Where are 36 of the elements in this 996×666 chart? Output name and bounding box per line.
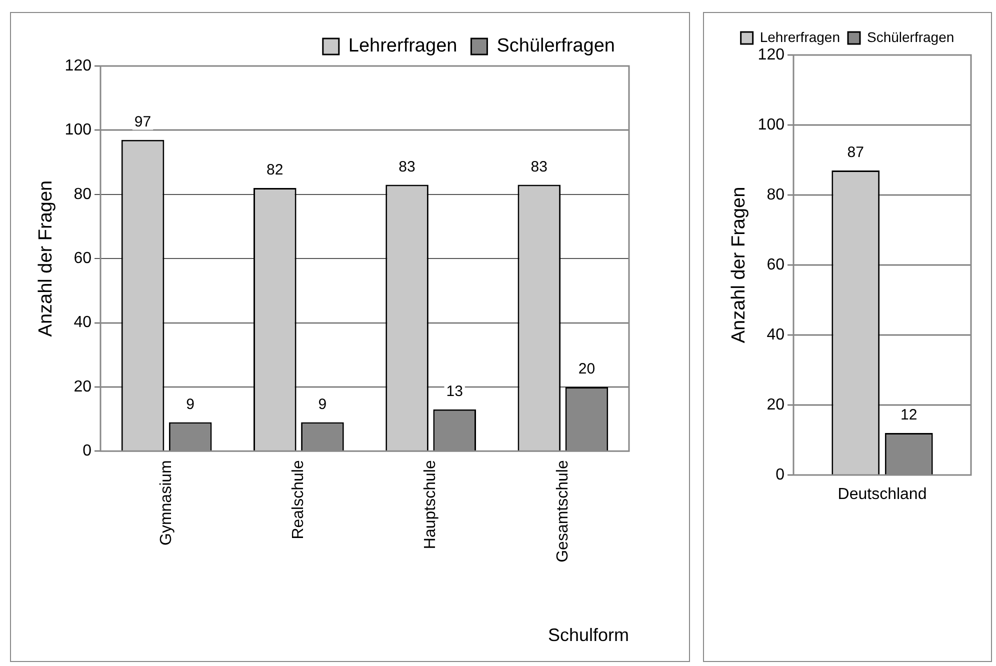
legend-label: Schülerfragen	[496, 36, 615, 57]
y-tick-label: 0	[776, 466, 785, 484]
data-label: 82	[266, 162, 284, 179]
data-label: 83	[530, 158, 548, 176]
y-axis-title: Anzahl der Fragen	[728, 186, 750, 344]
y-tick-label: 60	[74, 250, 92, 267]
x-tick-label: Deutschland	[838, 486, 927, 503]
y-tick-label: 120	[64, 57, 92, 74]
data-label: 13	[446, 383, 463, 400]
y-tick-label: 80	[74, 186, 92, 203]
y-tick-label: 20	[766, 396, 785, 414]
y-tick-label: 100	[758, 116, 785, 134]
legend-label: Lehrerfragen	[760, 28, 840, 45]
data-label: 9	[318, 396, 327, 413]
legend-label: Schülerfragen	[867, 28, 954, 45]
y-tick-label: 60	[766, 256, 785, 274]
x-tick-label: Hauptschule	[422, 460, 440, 550]
data-label: 20	[578, 360, 596, 378]
data-label: 9	[186, 396, 195, 413]
data-label: 97	[134, 113, 152, 130]
x-tick-label: Realschule	[290, 460, 308, 540]
data-label: 12	[900, 406, 918, 424]
x-tick-label: Gymnasium	[158, 460, 175, 546]
y-axis-title: Anzahl der Fragen	[36, 180, 57, 337]
x-tick-label: Gesamtschule	[554, 460, 572, 562]
data-label: 83	[398, 158, 416, 176]
y-tick-label: 0	[82, 442, 92, 460]
y-tick-label: 120	[758, 46, 785, 64]
x-axis-title: Schulform	[548, 625, 629, 646]
y-tick-label: 80	[766, 186, 785, 204]
data-label: 87	[847, 144, 864, 162]
legend-label: Lehrerfragen	[348, 36, 458, 57]
y-tick-label: 40	[766, 326, 785, 344]
y-tick-label: 40	[74, 314, 92, 332]
y-tick-label: 100	[64, 122, 92, 139]
y-tick-label: 20	[74, 378, 92, 396]
